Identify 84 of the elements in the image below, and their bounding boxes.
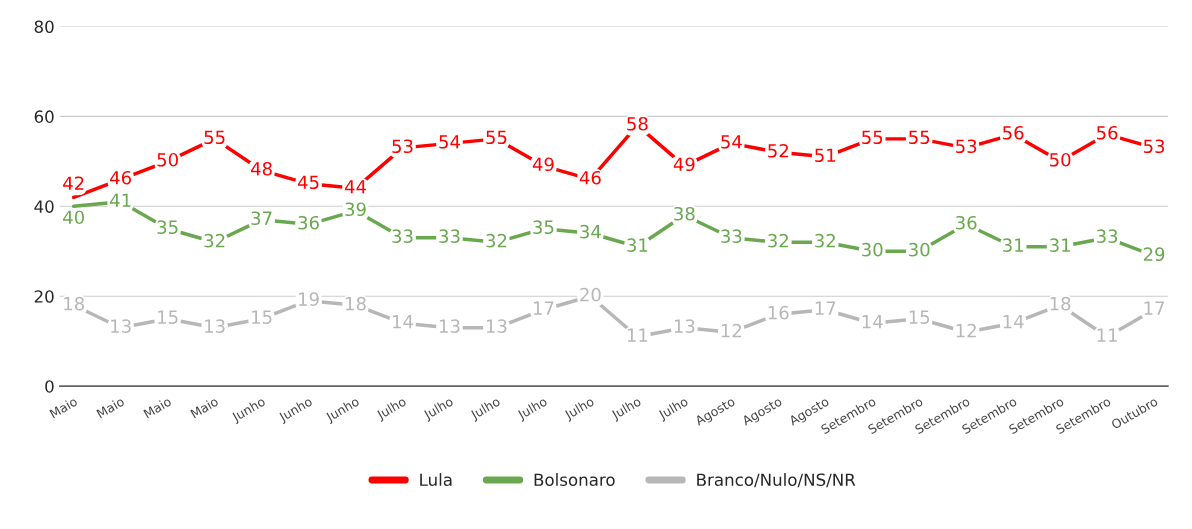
data-label: 36 bbox=[298, 215, 319, 230]
data-label: 18 bbox=[346, 296, 366, 311]
data-label: 31 bbox=[627, 238, 648, 253]
data-label: 49 bbox=[673, 157, 695, 172]
data-label: 18 bbox=[64, 296, 84, 311]
data-label: 44 bbox=[344, 180, 366, 194]
data-label: 49 bbox=[532, 157, 554, 172]
legend-label: Bolsonaro bbox=[534, 473, 615, 487]
data-label: 13 bbox=[486, 319, 507, 333]
data-label: 53 bbox=[956, 139, 977, 154]
data-label: 31 bbox=[1003, 238, 1023, 253]
data-label: 14 bbox=[1003, 315, 1024, 329]
data-label: 50 bbox=[157, 152, 178, 167]
data-label: 58 bbox=[627, 116, 648, 131]
x-tick-label: Maio bbox=[96, 396, 125, 419]
data-label: 13 bbox=[674, 319, 695, 333]
data-label: 29 bbox=[1143, 247, 1165, 262]
data-label: 42 bbox=[63, 176, 84, 190]
data-label: 15 bbox=[909, 310, 930, 324]
data-label: 32 bbox=[768, 233, 788, 248]
data-label: 33 bbox=[721, 229, 742, 244]
data-label: 20 bbox=[580, 287, 601, 302]
y-tick-label: 60 bbox=[34, 110, 54, 123]
y-tick-label: 80 bbox=[34, 20, 54, 34]
data-label: 17 bbox=[815, 301, 836, 315]
data-label: 53 bbox=[392, 139, 413, 154]
data-label: 45 bbox=[297, 175, 319, 190]
y-tick-label: 0 bbox=[45, 380, 54, 393]
data-label: 54 bbox=[721, 135, 742, 149]
data-label: 33 bbox=[439, 229, 460, 244]
data-label: 37 bbox=[251, 211, 272, 226]
data-label: 16 bbox=[768, 305, 789, 320]
data-label: 13 bbox=[111, 319, 131, 333]
legend-label: Lula bbox=[420, 473, 452, 487]
data-label: 46 bbox=[110, 170, 132, 185]
data-label: 19 bbox=[299, 292, 319, 306]
data-label: 40 bbox=[63, 210, 84, 225]
data-label: 55 bbox=[909, 130, 930, 145]
y-tick-label: 40 bbox=[34, 200, 54, 213]
data-label: 32 bbox=[204, 233, 225, 248]
data-label: 11 bbox=[1097, 328, 1117, 342]
data-label: 12 bbox=[956, 323, 976, 338]
data-label: 33 bbox=[392, 229, 413, 244]
data-label: 32 bbox=[815, 233, 835, 248]
data-label: 17 bbox=[1144, 301, 1165, 315]
data-label: 52 bbox=[768, 143, 788, 158]
x-tick-label: Maio bbox=[190, 396, 219, 419]
data-label: 35 bbox=[157, 220, 178, 235]
data-label: 56 bbox=[1097, 125, 1118, 140]
y-tick-label: 20 bbox=[34, 290, 54, 303]
data-label: 31 bbox=[1050, 238, 1070, 253]
data-label: 14 bbox=[862, 315, 883, 329]
data-label: 12 bbox=[721, 323, 741, 338]
data-label: 17 bbox=[533, 301, 554, 315]
x-tick-label: Maio bbox=[143, 396, 172, 419]
data-label: 39 bbox=[345, 202, 366, 217]
x-tick-label: Maio bbox=[49, 396, 78, 419]
data-label: 15 bbox=[158, 310, 178, 324]
data-label: 34 bbox=[580, 224, 601, 239]
data-label: 33 bbox=[1096, 229, 1118, 244]
data-label: 30 bbox=[909, 242, 930, 257]
data-label: 15 bbox=[252, 310, 272, 324]
data-label: 48 bbox=[250, 161, 272, 176]
data-label: 14 bbox=[393, 315, 413, 329]
data-label: 55 bbox=[862, 130, 883, 145]
data-label: 55 bbox=[486, 130, 507, 145]
data-label: 30 bbox=[862, 242, 883, 257]
legend-label: Branco/Nulo/NS/NR bbox=[697, 473, 856, 488]
data-label: 54 bbox=[439, 135, 460, 149]
data-label: 11 bbox=[627, 328, 648, 342]
data-label: 38 bbox=[674, 206, 695, 221]
data-label: 32 bbox=[486, 233, 507, 248]
data-label: 53 bbox=[1143, 139, 1165, 154]
data-label: 13 bbox=[205, 319, 225, 333]
data-label: 36 bbox=[956, 215, 977, 230]
data-label: 18 bbox=[1050, 296, 1071, 311]
data-label: 35 bbox=[533, 220, 554, 235]
data-label: 13 bbox=[439, 319, 460, 333]
data-label: 51 bbox=[815, 148, 836, 163]
data-label: 55 bbox=[204, 130, 225, 145]
data-label: 46 bbox=[579, 170, 601, 185]
data-label: 41 bbox=[110, 193, 131, 207]
data-label: 50 bbox=[1050, 152, 1071, 167]
data-label: 56 bbox=[1003, 125, 1024, 140]
